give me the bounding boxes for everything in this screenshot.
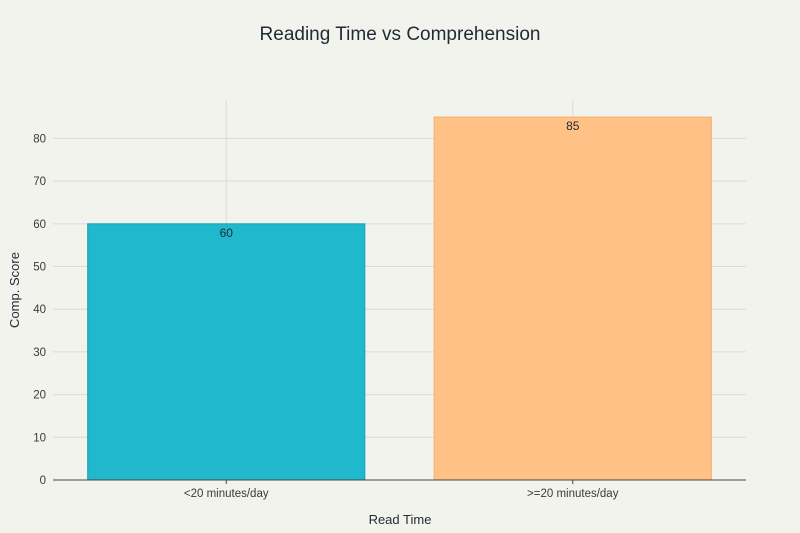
y-axis-label: Comp. Score [7, 252, 22, 328]
y-tick-label: 50 [33, 262, 46, 274]
x-tick-label: >=20 minutes/day [527, 488, 619, 500]
y-axis-ticks: 0 10 20 30 40 50 60 70 80 [33, 133, 46, 487]
y-tick-label: 60 [33, 219, 46, 231]
x-axis-label: Read Time [369, 512, 432, 527]
bar [433, 116, 712, 481]
y-tick-label: 40 [33, 304, 46, 316]
y-tick-label: 80 [33, 133, 46, 145]
bar [87, 223, 366, 481]
bars [87, 116, 712, 481]
y-tick-label: 10 [33, 432, 46, 444]
data-labels: 60 85 [220, 119, 580, 240]
bar-value-label: 60 [220, 226, 234, 240]
bar-value-label: 85 [566, 119, 580, 133]
x-tick-label: <20 minutes/day [184, 488, 269, 500]
y-tick-label: 20 [33, 390, 46, 402]
x-axis-ticks: <20 minutes/day >=20 minutes/day [184, 480, 619, 500]
y-tick-label: 70 [33, 176, 46, 188]
chart-title: Reading Time vs Comprehension [260, 24, 541, 45]
y-tick-label: 30 [33, 347, 46, 359]
y-tick-label: 0 [40, 475, 46, 487]
